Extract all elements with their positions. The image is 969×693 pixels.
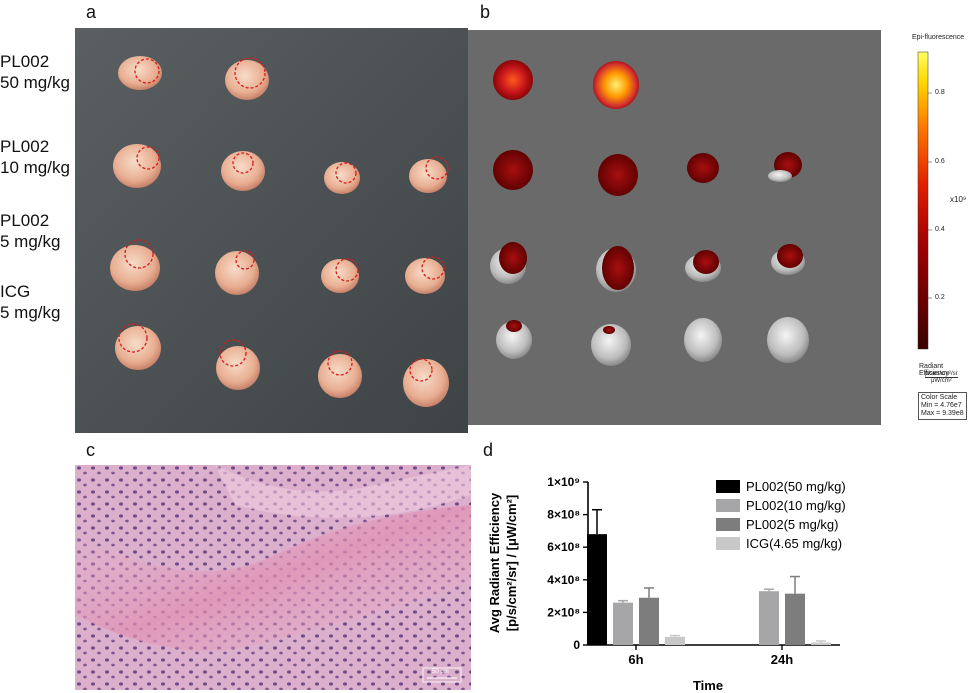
- color-scale-box: Color Scale Min = 4.76e7 Max = 9.39e8: [918, 392, 967, 420]
- group-dose: 5 mg/kg: [0, 303, 61, 322]
- color-scale-min: Min = 4.76e7: [921, 402, 962, 409]
- unit-denominator: μW/cm²: [930, 378, 952, 384]
- colorbar-unit-label: Radiant Efficiency: [919, 363, 949, 377]
- unit-numerator: p/sec/cm²/sr: [925, 371, 958, 378]
- y-tick-label: 1×10⁹: [547, 475, 580, 489]
- group-label-4: ICG 5 mg/kg: [0, 281, 60, 323]
- group-dose: 50 mg/kg: [0, 73, 70, 92]
- fluorescence-image: [468, 30, 881, 425]
- y-tick-label: 0: [573, 638, 580, 652]
- legend-label: PL002(10 mg/kg): [746, 498, 846, 513]
- legend-label: PL002(50 mg/kg): [746, 479, 846, 494]
- color-scale-title: Color Scale: [921, 394, 958, 401]
- scale-bar-label: 50 μm: [432, 669, 449, 675]
- legend-swatch: [716, 537, 740, 550]
- panel-label-b: b: [480, 2, 491, 22]
- scale-bar-box: [422, 667, 462, 683]
- x-tick-label: 6h: [628, 652, 643, 667]
- panel-label-c: c: [86, 440, 95, 460]
- brain-specimens: [110, 56, 449, 407]
- colorbar-tick: 0.8: [935, 89, 945, 96]
- bar-chart: 0 2×10⁸ 4×10⁸ 6×10⁸ 8×10⁸ 1×10⁹ Avg Radiant Ef…: [487, 475, 846, 693]
- chart-axes: 0 2×10⁸ 4×10⁸ 6×10⁸ 8×10⁸ 1×10⁹ Avg Radiant Ef…: [487, 475, 840, 693]
- y-tick-label: 6×10⁸: [547, 540, 580, 554]
- group-name: PL002: [0, 137, 50, 156]
- legend-swatch: [716, 499, 740, 512]
- colorbar-exponent: x10⁹: [950, 195, 967, 204]
- colorbar-unit: p/sec/cm²/sr μW/cm²: [925, 371, 958, 384]
- legend-label: PL002(5 mg/kg): [746, 517, 839, 532]
- group-name: PL002: [0, 52, 50, 71]
- y-axis-label-line1: Avg Radiant Efficiency: [487, 492, 502, 633]
- legend-swatch: [716, 480, 740, 493]
- colorbar-tick: 0.6: [935, 158, 945, 165]
- group-label-1: PL002 50 mg/kg: [0, 51, 70, 93]
- group-dose: 10 mg/kg: [0, 158, 70, 177]
- group-label-2: PL002 10 mg/kg: [0, 136, 70, 178]
- x-axis-label: Time: [693, 678, 723, 693]
- group-name: PL002: [0, 211, 50, 230]
- colorbar-tick: 0.2: [935, 294, 945, 301]
- color-scale-max: Max = 9.39e8: [921, 410, 964, 417]
- panel-label-a: a: [86, 2, 97, 22]
- group-name: ICG: [0, 282, 31, 301]
- bar: [759, 591, 779, 645]
- tumor-circles: [118, 57, 449, 382]
- y-tick-label: 8×10⁸: [547, 508, 580, 522]
- fluorescence-signals: [490, 60, 809, 366]
- histology-image: [75, 465, 471, 690]
- bar: [587, 534, 607, 645]
- brain-photo: [75, 28, 468, 433]
- chart-legend: PL002(50 mg/kg) PL002(10 mg/kg) PL002(5 mg…: [716, 479, 846, 551]
- bar: [613, 602, 633, 645]
- bar: [785, 593, 805, 645]
- bar: [665, 636, 685, 645]
- colorbar-gradient: [917, 51, 929, 350]
- y-tick-label: 4×10⁸: [547, 573, 580, 587]
- y-axis-label-line2: [p/s/cm²/sr] / [μW/cm²]: [504, 495, 519, 632]
- y-tick-label: 2×10⁸: [547, 605, 580, 619]
- bar: [811, 642, 831, 645]
- legend-label: ICG(4.65 mg/kg): [746, 536, 842, 551]
- colorbar-title: Epi-fluorescence: [912, 34, 965, 41]
- chart-bars: [587, 508, 831, 645]
- legend-swatch: [716, 518, 740, 531]
- x-tick-label: 24h: [771, 652, 793, 667]
- bar: [639, 597, 659, 645]
- colorbar-tick: 0.4: [935, 226, 945, 233]
- colorbar: [917, 51, 932, 350]
- group-dose: 5 mg/kg: [0, 232, 61, 251]
- panel-label-d: d: [483, 440, 494, 460]
- group-label-3: PL002 5 mg/kg: [0, 210, 60, 252]
